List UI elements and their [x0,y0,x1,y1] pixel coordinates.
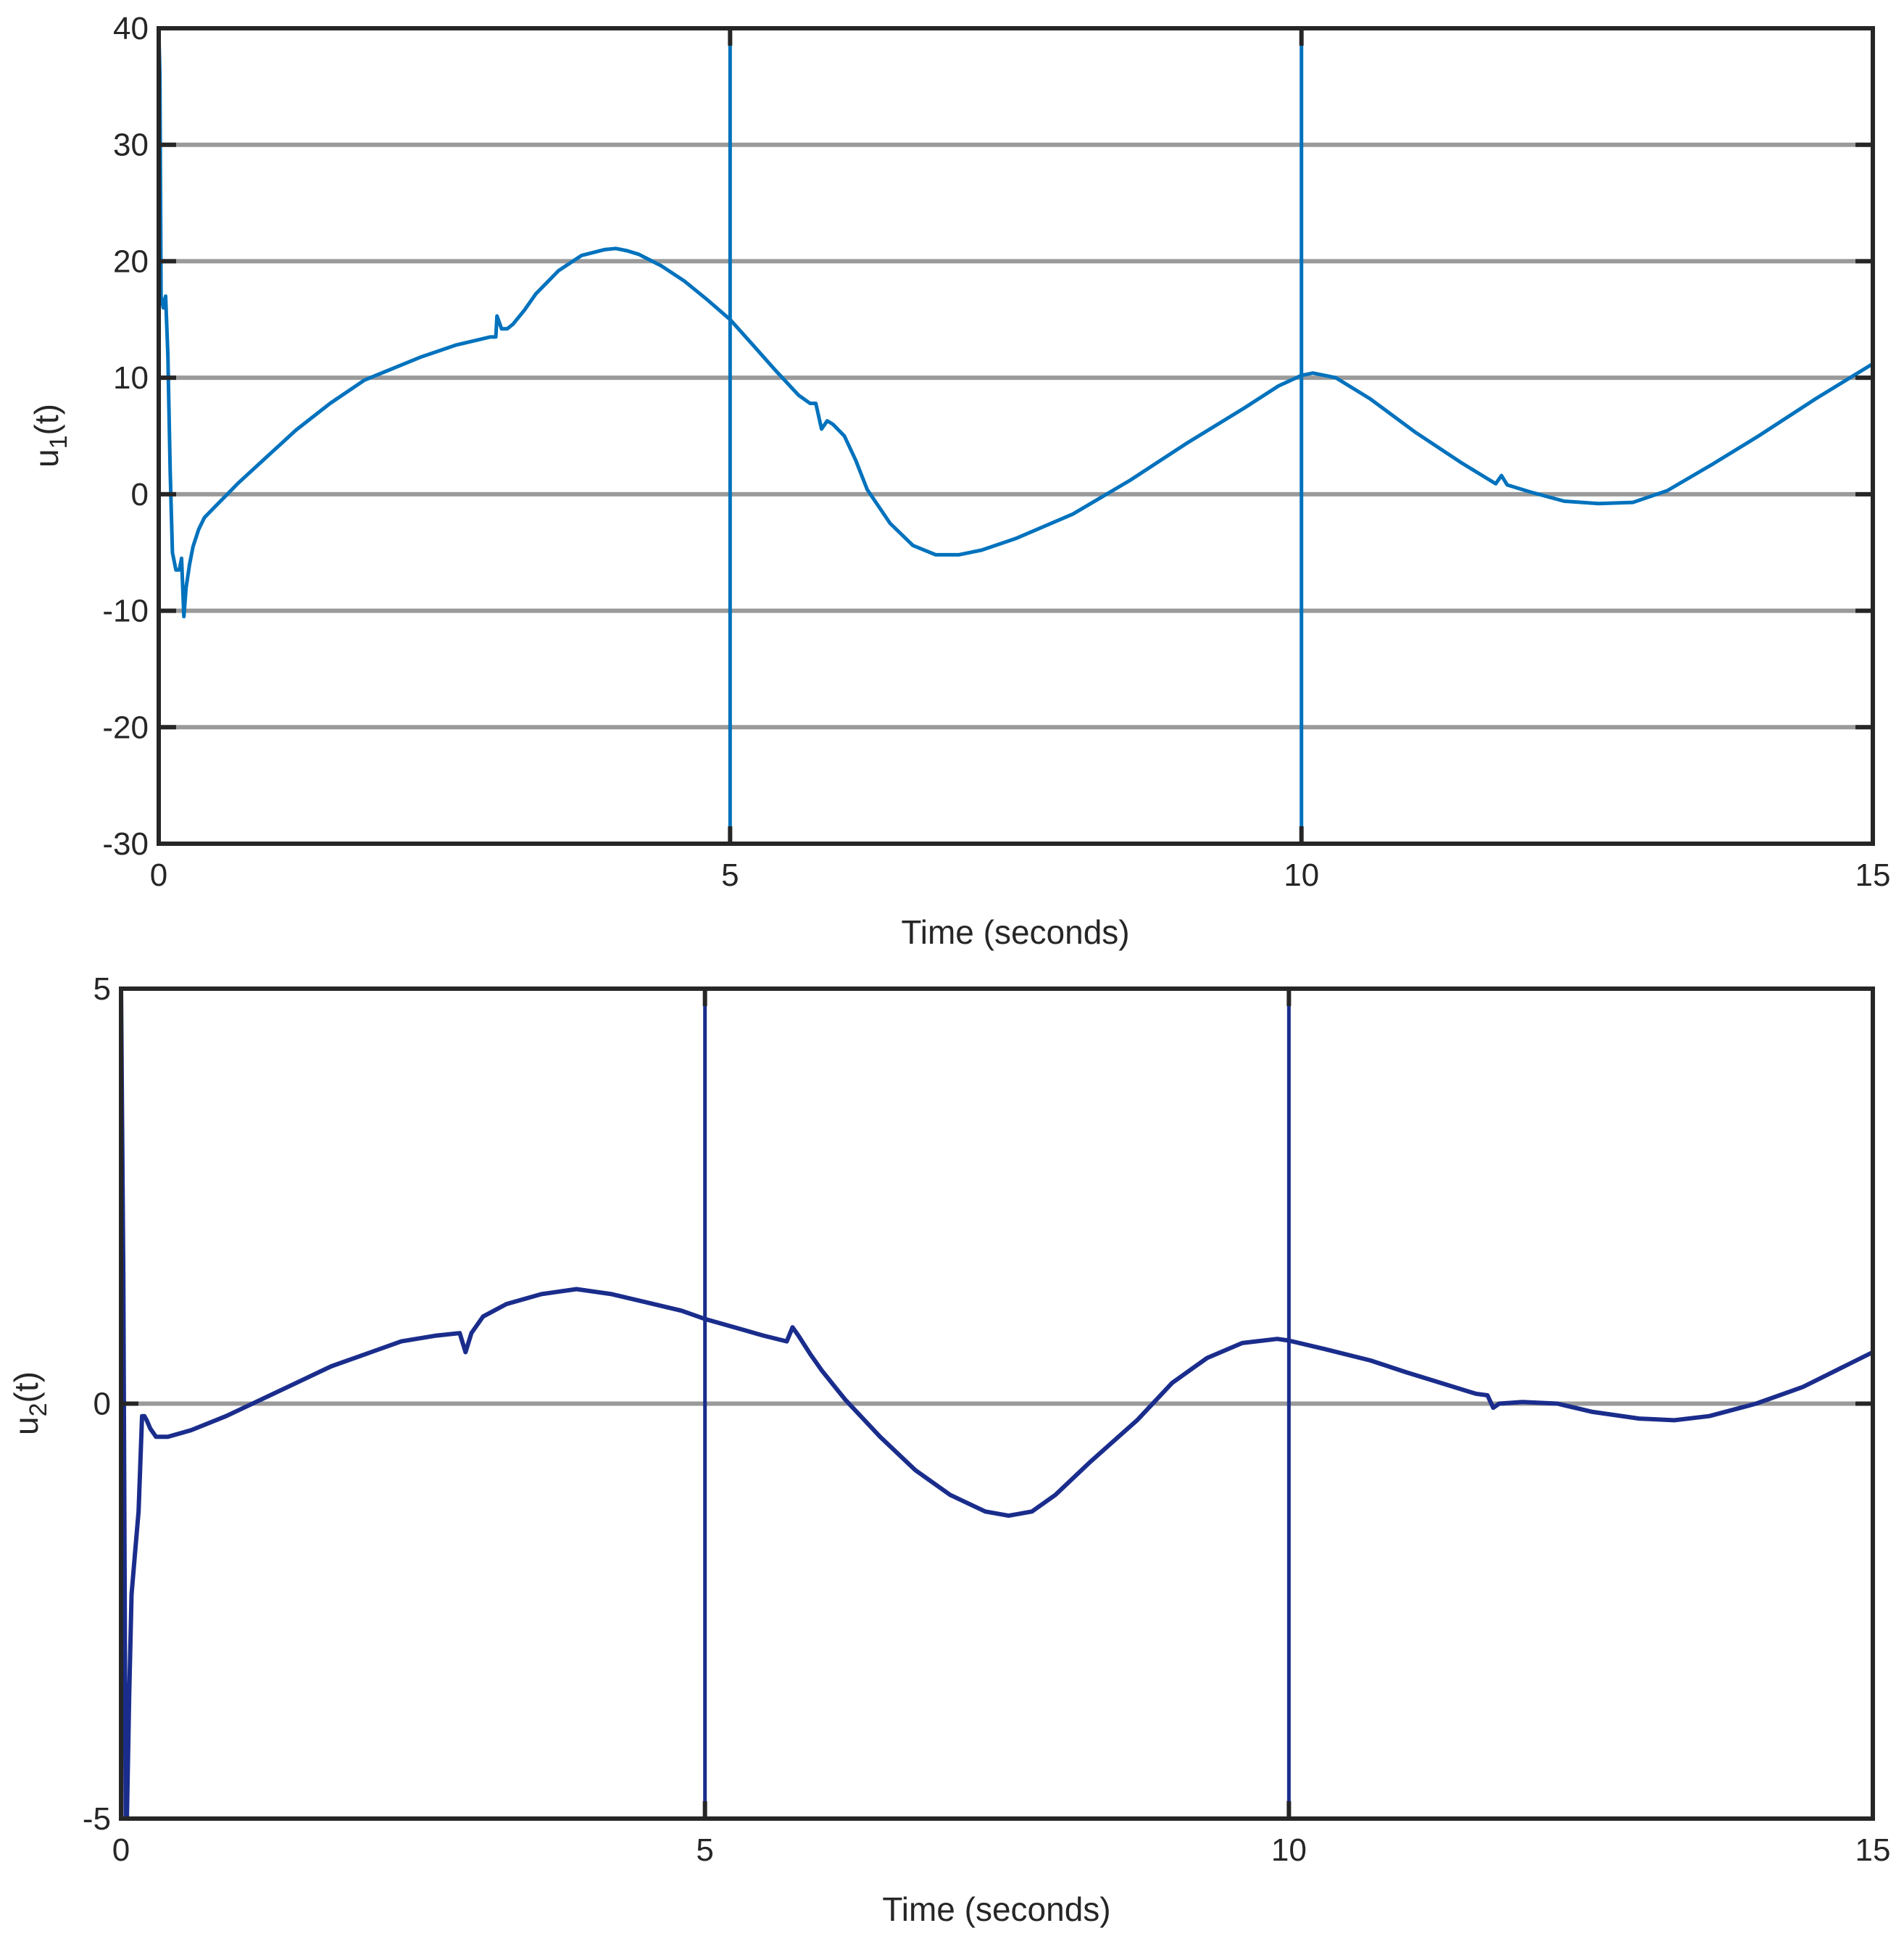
x-tick-label: 0 [112,1832,130,1868]
x-tick-label: 15 [1855,1832,1891,1868]
x-tick-label: 15 [1855,857,1891,893]
y-axis-label-u2-main: u [7,1416,45,1435]
y-tick-label: 5 [93,971,111,1007]
subplot-u1: -30 -20 -10 0 10 20 30 40 0 5 10 15 Time (seconds)… [28,11,1890,951]
y-tick-label: 20 [113,244,149,279]
x-tick-labels-u2: 0 5 10 15 [112,1832,1891,1868]
x-tick-label: 10 [1284,857,1319,893]
tick-marks-u2 [119,986,1875,1821]
y-axis-label-u2-subscript: 2 [25,1403,52,1416]
y-axis-label-u1-subscript: 1 [45,435,72,449]
tick-marks-u1 [157,26,1875,846]
y-tick-label: -30 [102,826,149,862]
y-tick-label: 10 [113,360,149,396]
y-tick-label: 0 [93,1387,111,1422]
y-axis-label-u2: u2(t) [7,1371,52,1435]
y-tick-label: 0 [131,477,149,512]
y-axis-label-u1: u1(t) [28,404,72,468]
subplot-u2: -505 0 5 10 15 Time (seconds) u2(t) [7,971,1890,1928]
x-axis-label-u2: Time (seconds) [882,1890,1110,1928]
x-tick-label: 5 [696,1832,713,1868]
grid-lines-u1 [159,142,1873,730]
y-tick-label: 30 [113,128,149,163]
x-tick-label: 10 [1271,1832,1307,1868]
x-tick-label: 0 [150,857,167,893]
y-tick-label: -5 [83,1801,111,1837]
x-tick-labels-u1: 0 5 10 15 [150,857,1891,893]
y-tick-label: -10 [102,594,149,629]
y-tick-label: -20 [102,710,149,745]
y-axis-label-u1-main: u [28,449,65,468]
y-tick-label: 40 [113,11,149,46]
y-tick-labels-u1: -30 -20 -10 0 10 20 30 40 [102,11,149,862]
x-axis-label-u1: Time (seconds) [901,913,1129,951]
axes-frame-u1 [157,26,1875,846]
y-axis-label-u2-tail: (t) [7,1371,45,1403]
series-line-u1 [157,26,1875,619]
x-tick-label: 5 [721,857,739,893]
y-tick-labels-u2: -5 0 5 [83,971,111,1837]
y-axis-label-u1-tail: (t) [28,404,65,435]
series-line-u2 [119,986,1875,1821]
